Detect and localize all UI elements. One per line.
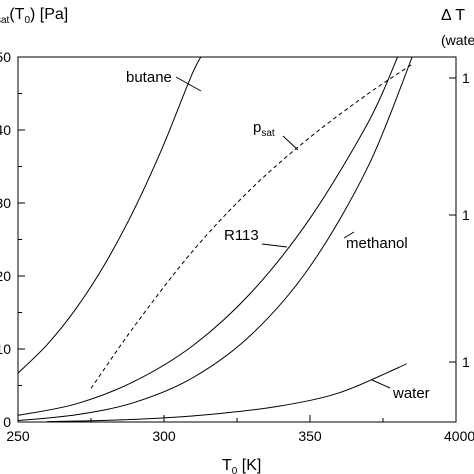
series-label-butane: butane — [126, 69, 172, 86]
right-tick-label: 1 — [462, 207, 470, 223]
y-axis-title: sat(T0) [Pa] — [0, 6, 68, 26]
series-line-p-sat — [90, 63, 413, 389]
y-tick-label: 10 — [0, 341, 11, 357]
right-tick-label: 1 — [462, 354, 470, 370]
label-leader-butane — [175, 76, 202, 92]
series-line-R113 — [18, 57, 399, 416]
right-axis-subtitle: (wate — [441, 32, 474, 48]
series-label-water: water — [392, 385, 430, 402]
y-tick-label: 20 — [0, 268, 11, 284]
series-line-water — [47, 363, 407, 422]
label-leader-p-sat — [282, 135, 299, 151]
x-tick-label: 350 — [298, 428, 322, 444]
y-tick-label: 30 — [0, 195, 11, 211]
label-leader-methanol — [343, 231, 355, 239]
right-tick-label: 1 — [462, 70, 470, 86]
y-tick-label: 50 — [0, 49, 11, 65]
y-tick-label: 0 — [3, 414, 11, 430]
x-tick-label: 300 — [152, 428, 176, 444]
series-line-butane — [18, 57, 202, 374]
series-label-methanol: methanol — [346, 235, 408, 252]
series-label-R113: R113 — [224, 227, 259, 244]
y-tick-label: 40 — [0, 122, 11, 138]
right-axis-title: Δ T — [441, 7, 465, 24]
x-axis-title: T0 [K] — [222, 457, 261, 474]
label-leader-R113 — [261, 243, 288, 248]
series-label-p-sat: psat — [253, 119, 275, 139]
label-leader-water — [371, 379, 391, 389]
curves-group — [18, 57, 413, 422]
series-line-methanol — [18, 57, 413, 421]
x-tick-label: 250 — [6, 428, 30, 444]
x-tick-label: 4000 — [444, 428, 474, 444]
